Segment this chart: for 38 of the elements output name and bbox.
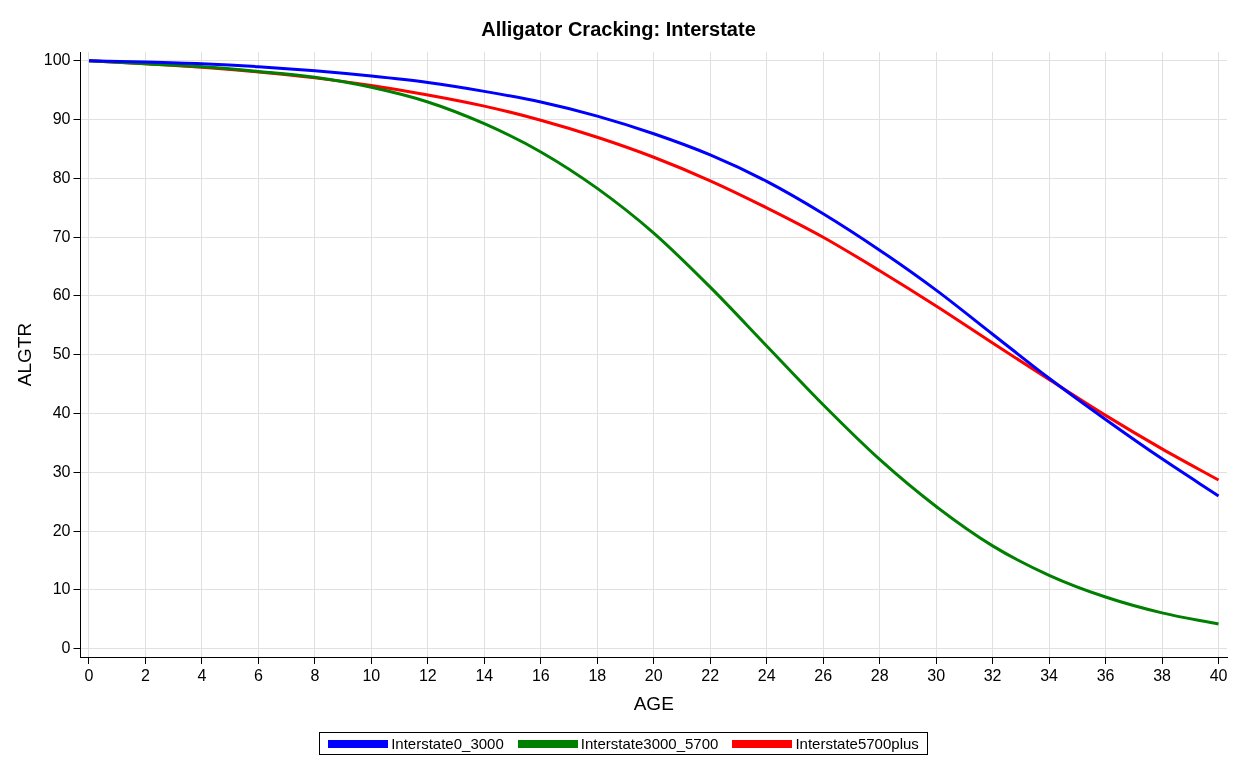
x-tick-label: 6 [253,667,263,685]
legend-label: Interstate0_3000 [391,735,504,752]
y-tick-label: 40 [52,404,71,421]
x-tick-label: 12 [418,667,437,685]
y-tick-label: 30 [52,462,71,480]
x-tick-label: 0 [84,667,94,685]
y-tick-label: 20 [52,521,71,539]
y-tick-label: 60 [52,286,71,304]
x-tick-label: 8 [310,667,320,685]
y-axis-title: ALGTR [13,322,35,387]
x-tick-label: 24 [757,667,776,685]
x-tick-label: 30 [927,667,946,685]
y-tick-label: 70 [52,227,71,245]
x-tick-label: 36 [1096,667,1115,685]
x-axis-title: AGE [633,692,674,714]
y-tick-label: 100 [43,51,71,69]
legend-label: Interstate5700plus [795,735,919,752]
x-tick-label: 14 [475,667,494,685]
x-tick-label: 40 [1209,667,1228,685]
legend-label: Interstate3000_5700 [580,735,719,752]
x-tick-label: 28 [870,667,889,685]
x-tick-label: 2 [140,667,150,685]
chart-title: Alligator Cracking: Interstate [481,17,756,40]
y-tick-label: 50 [52,345,71,363]
x-tick-label: 38 [1153,667,1172,685]
x-tick-label: 32 [983,667,1002,685]
y-tick-label: 90 [52,110,71,128]
x-tick-label: 20 [644,667,663,685]
y-tick-label: 80 [52,168,71,186]
x-tick-label: 16 [531,667,550,685]
x-tick-label: 4 [197,667,207,685]
x-tick-label: 22 [701,667,720,685]
x-tick-label: 34 [1040,667,1059,685]
x-tick-label: 18 [588,667,607,685]
x-tick-label: 26 [814,667,833,685]
y-tick-label: 0 [61,639,71,657]
x-tick-label: 10 [362,667,381,685]
y-tick-label: 10 [52,580,71,598]
